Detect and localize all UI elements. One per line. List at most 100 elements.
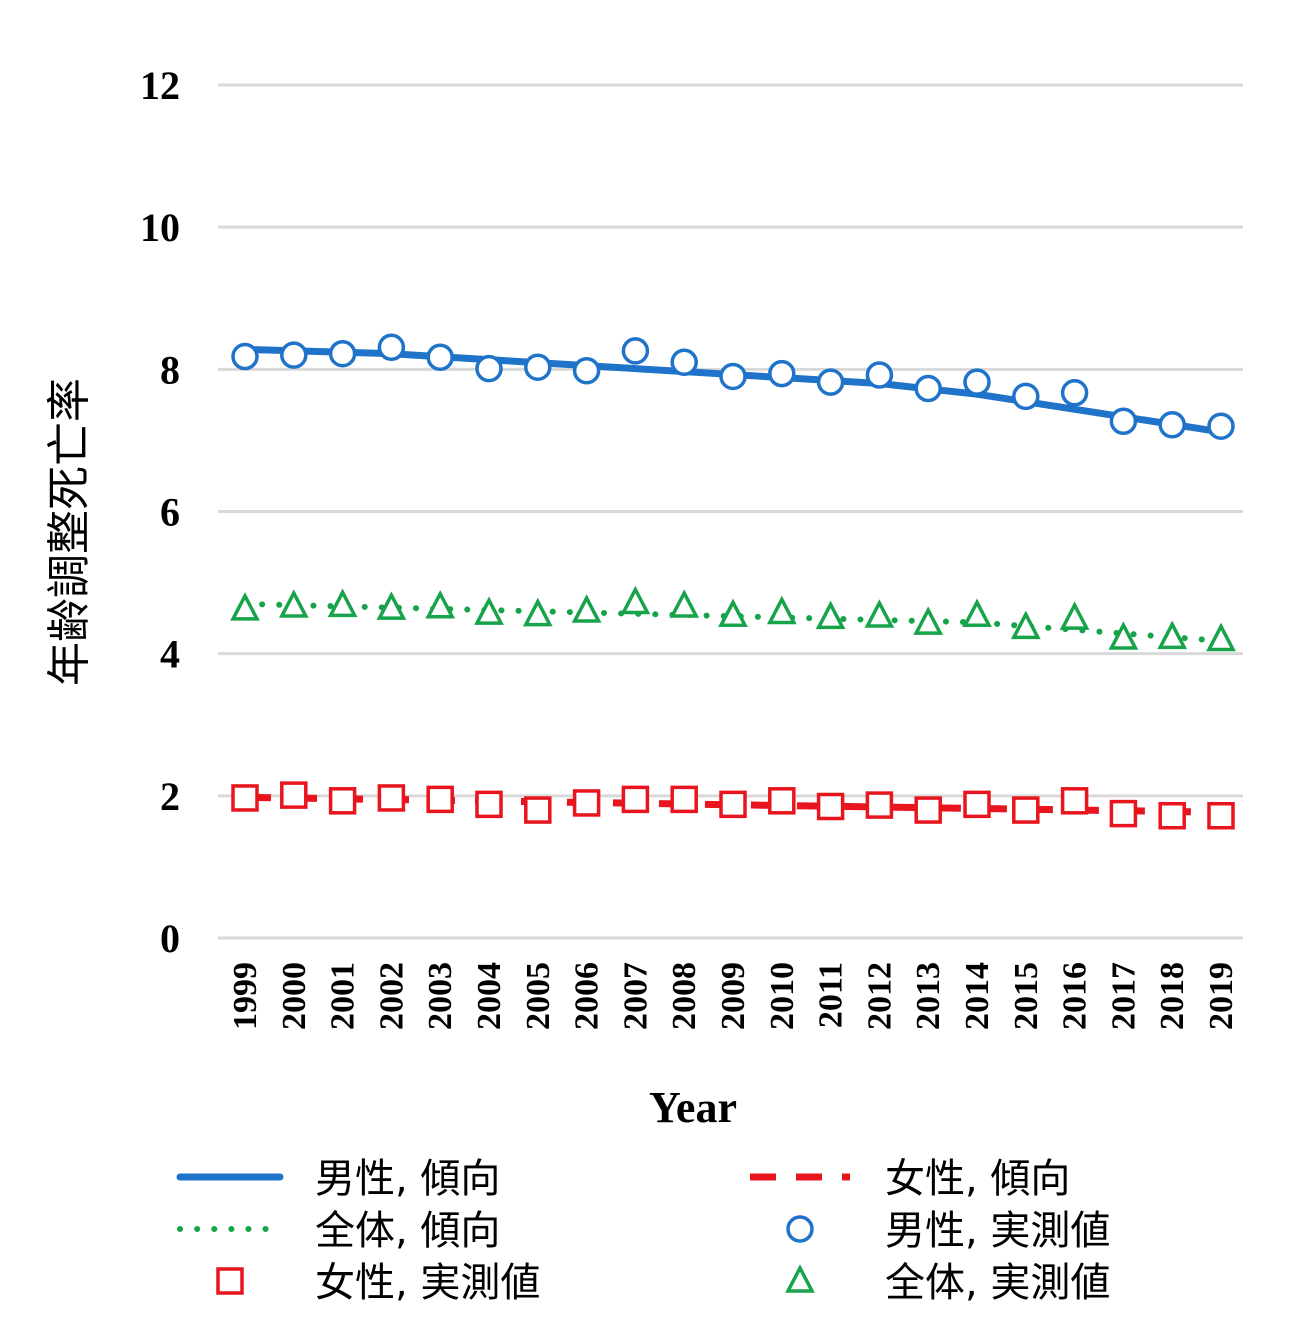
square-marker [1109, 799, 1138, 828]
x-tick-label: 2003 [422, 962, 459, 1030]
legend-label: 全体, 傾向 [315, 1208, 500, 1254]
x-tick-label: 2008 [666, 962, 703, 1030]
trend-line-series-1 [244, 793, 1222, 816]
legend-entry: 女性, 傾向 [750, 1156, 1070, 1202]
circle-marker [816, 368, 845, 396]
legend-label: 女性, 実測値 [315, 1260, 540, 1306]
square-marker [768, 787, 796, 815]
observed-markers [230, 333, 1236, 830]
triangle-marker [913, 606, 944, 635]
circle-marker [475, 354, 503, 383]
circle-marker [426, 343, 454, 371]
square-marker [524, 796, 552, 824]
x-tick-label: 2015 [1008, 962, 1045, 1030]
circle-marker [572, 357, 601, 385]
circle-marker [524, 353, 552, 381]
y-tick-label: 6 [160, 490, 180, 535]
square-marker [1012, 796, 1040, 824]
triangle-marker [669, 589, 700, 618]
triangle-marker [327, 588, 358, 618]
y-tick-label: 4 [160, 632, 180, 677]
y-tick-label: 8 [160, 347, 180, 392]
legend-entry: 全体, 実測値 [785, 1260, 1110, 1306]
triangle-marker [1108, 621, 1139, 650]
legend-entry: 男性, 実測値 [786, 1208, 1110, 1254]
x-tick-label: 2001 [325, 962, 362, 1030]
x-tick-label: 2019 [1203, 962, 1240, 1030]
square-marker [475, 790, 503, 819]
square-marker [816, 792, 845, 821]
square-marker [914, 796, 942, 824]
x-tick-label: 2018 [1154, 962, 1191, 1030]
square-marker [1158, 801, 1186, 830]
legend-label: 男性, 実測値 [885, 1208, 1110, 1254]
x-tick-label: 2016 [1057, 962, 1094, 1030]
square-marker [377, 784, 406, 812]
triangle-marker [474, 596, 504, 625]
square-marker [280, 781, 308, 809]
circle-marker [377, 333, 406, 362]
triangle-marker [522, 597, 553, 627]
square-marker [719, 790, 747, 819]
square-marker [865, 791, 894, 819]
x-tick-label: 2006 [569, 962, 606, 1030]
legend-symbol [785, 1264, 815, 1293]
x-tick-label: 2002 [373, 962, 410, 1030]
legend-symbol [216, 1267, 244, 1295]
circle-marker [670, 348, 698, 376]
x-tick-label: 2013 [910, 962, 947, 1030]
triangle-marker [1206, 622, 1236, 652]
x-tick-label: 2005 [520, 962, 557, 1030]
circle-marker [865, 361, 894, 389]
legend-entry: 男性, 傾向 [176, 1156, 500, 1202]
x-tick-label: 2014 [959, 962, 996, 1030]
x-axis-ticks: 1999 2000 2001 2002 2003 2004 2005 2006 2007 2008… [227, 962, 1240, 1030]
circle-marker [1060, 379, 1089, 407]
legend-marker [786, 1215, 814, 1243]
x-tick-label: 1999 [227, 962, 264, 1030]
circle-marker [1207, 412, 1235, 440]
trend-lines [241, 345, 1225, 816]
circle-marker [1158, 411, 1186, 439]
x-tick-label: 2017 [1105, 962, 1142, 1030]
x-axis-title: Year [649, 1083, 737, 1132]
triangle-marker [425, 589, 456, 619]
square-marker [621, 785, 650, 814]
circle-marker [231, 342, 259, 371]
triangle-marker [376, 591, 407, 620]
legend-entry: 女性, 実測値 [216, 1260, 540, 1306]
square-marker [670, 785, 698, 814]
legend-marker [216, 1267, 244, 1295]
legend-label: 男性, 傾向 [315, 1156, 500, 1202]
circle-marker [621, 337, 650, 365]
triangle-marker [1157, 620, 1188, 650]
x-tick-label: 2004 [471, 962, 508, 1030]
triangle-marker [620, 585, 651, 615]
x-tick-label: 2009 [715, 962, 752, 1030]
circle-marker [719, 362, 747, 391]
square-marker [426, 785, 454, 814]
triangle-marker [864, 599, 895, 628]
triangle-marker [962, 598, 992, 628]
circle-marker [1109, 407, 1138, 435]
legend-symbol [786, 1215, 814, 1243]
x-tick-label: 2011 [813, 962, 850, 1028]
triangle-marker [571, 594, 602, 623]
legend-marker [785, 1264, 815, 1293]
legend-entry: 全体, 傾向 [177, 1208, 500, 1254]
y-axis-ticks: 0 2 4 6 8 10 12 [140, 63, 180, 961]
x-tick-label: 2012 [861, 962, 898, 1030]
square-marker [963, 790, 991, 819]
triangle-marker [1010, 610, 1041, 640]
y-tick-label: 10 [140, 205, 180, 250]
circle-marker [768, 359, 796, 388]
x-tick-label: 2000 [276, 962, 313, 1030]
legend-label: 女性, 傾向 [885, 1156, 1070, 1202]
y-tick-label: 0 [160, 916, 180, 961]
circle-marker [914, 374, 942, 403]
square-marker [328, 787, 357, 815]
triangle-marker [766, 595, 797, 625]
circle-marker [1012, 382, 1040, 411]
circle-marker [280, 341, 308, 369]
